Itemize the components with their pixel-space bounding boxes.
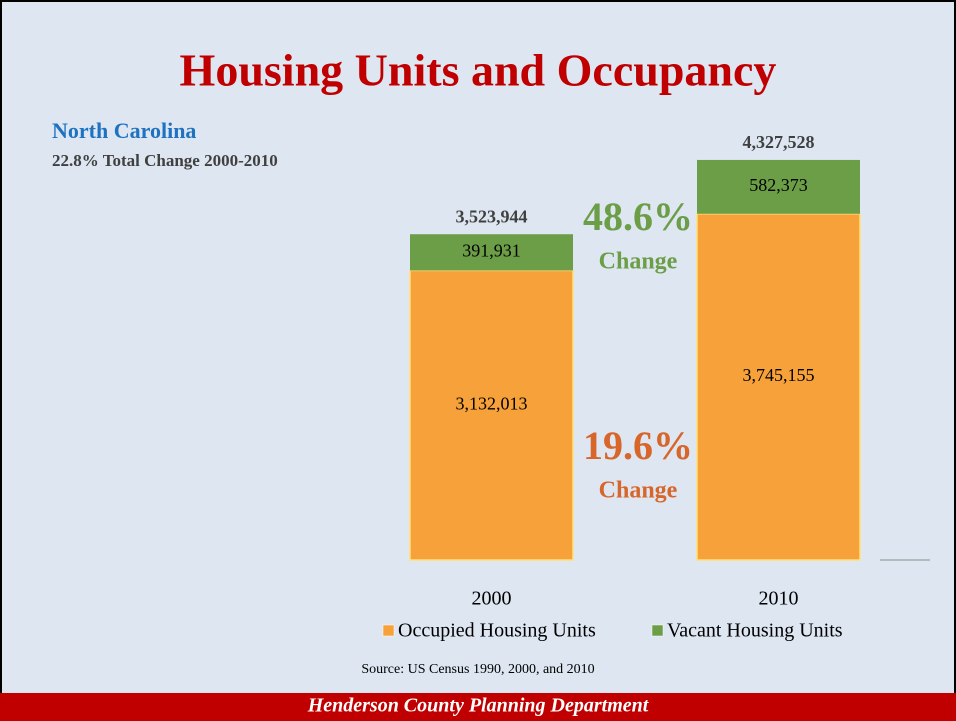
change-value: 19.6% xyxy=(583,423,693,468)
segment-label: 582,373 xyxy=(749,175,808,195)
change-value: 48.6% xyxy=(583,194,693,239)
subtitle: North Carolina xyxy=(52,118,196,143)
segment-label: 3,132,013 xyxy=(456,393,528,413)
bar-segment xyxy=(409,269,574,561)
footer: Henderson County Planning Department xyxy=(307,695,650,717)
legend-swatch xyxy=(651,624,664,637)
x-tick-label: 2010 xyxy=(759,588,799,610)
legend-label: Vacant Housing Units xyxy=(667,620,843,642)
source: Source: US Census 1990, 2000, and 2010 xyxy=(361,662,594,677)
total-label: 4,327,528 xyxy=(743,132,815,152)
segment-label: 391,931 xyxy=(462,240,521,260)
footer-bar xyxy=(0,693,956,721)
change-label: Change xyxy=(599,249,678,275)
subtitle-2: 22.8% Total Change 2000-2010 xyxy=(52,151,278,170)
bar-segment xyxy=(696,213,861,561)
legend-label: Occupied Housing Units xyxy=(398,620,596,642)
x-tick-label: 2000 xyxy=(472,588,512,610)
bar-segment xyxy=(697,159,860,214)
legend-swatch xyxy=(382,624,395,637)
chart-title: Housing Units and Occupancy xyxy=(180,45,777,96)
segment-label: 3,745,155 xyxy=(743,365,815,385)
bar-segment xyxy=(410,234,573,271)
total-label: 3,523,944 xyxy=(456,206,528,226)
change-label: Change xyxy=(599,478,678,504)
